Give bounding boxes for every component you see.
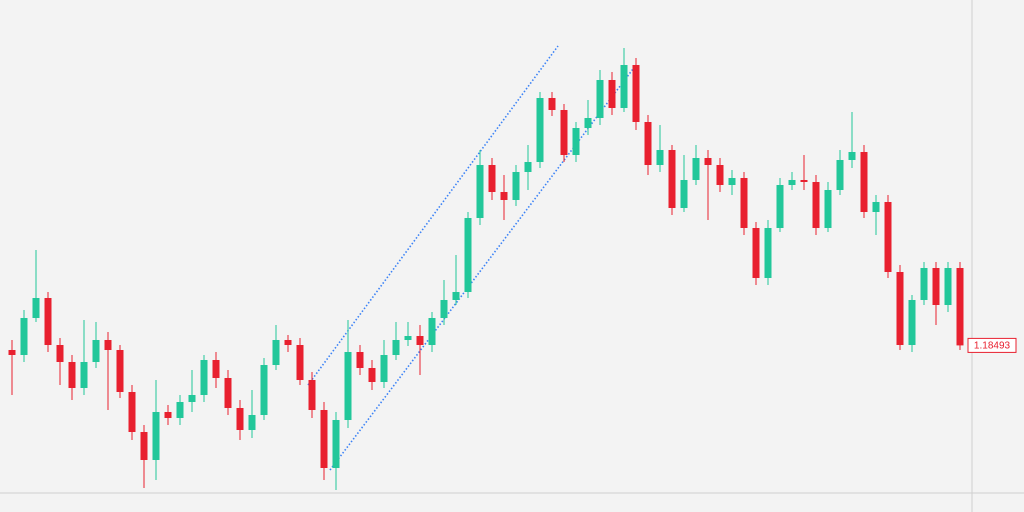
candle-body xyxy=(824,190,832,228)
candles xyxy=(8,48,964,490)
candle-body xyxy=(152,412,160,460)
candle-body xyxy=(584,118,592,128)
candle-body xyxy=(464,218,472,292)
candle-body xyxy=(752,228,760,278)
candle-body xyxy=(8,350,16,355)
candle-body xyxy=(416,336,424,345)
candle-body xyxy=(44,298,52,345)
candle-body xyxy=(80,362,88,388)
candle-body xyxy=(32,298,40,318)
candle-body xyxy=(176,402,184,418)
candle-body xyxy=(728,178,736,185)
candle-body xyxy=(680,180,688,208)
candle-body xyxy=(392,340,400,355)
candle-body xyxy=(908,300,916,345)
candle-body xyxy=(344,352,352,420)
candle-body xyxy=(356,352,364,368)
candle-body xyxy=(740,178,748,228)
candle-body xyxy=(284,340,292,345)
candle-body xyxy=(56,345,64,362)
candle-body xyxy=(452,292,460,300)
candle-body xyxy=(524,162,532,172)
candle-body xyxy=(140,432,148,460)
candle-body xyxy=(128,392,136,432)
candle-body xyxy=(668,150,676,208)
candle-body xyxy=(428,318,436,345)
candle-body xyxy=(872,202,880,212)
candle-body xyxy=(848,152,856,160)
candle-body xyxy=(248,415,256,430)
candle-body xyxy=(620,65,628,108)
candle-body xyxy=(320,410,328,468)
candle-body xyxy=(932,268,940,305)
candle-body xyxy=(896,272,904,345)
candle-body xyxy=(476,165,484,218)
candle-body xyxy=(236,408,244,430)
candle-body xyxy=(812,182,820,228)
candle-body xyxy=(920,268,928,300)
candle-body xyxy=(332,420,340,468)
candle-body xyxy=(380,355,388,382)
candle-body xyxy=(296,345,304,380)
candle-body xyxy=(716,165,724,185)
candle-body xyxy=(404,336,412,340)
candle-body xyxy=(200,360,208,395)
candle-body xyxy=(776,185,784,228)
candle-body xyxy=(188,395,196,402)
candle-body xyxy=(20,318,28,355)
channel-lower xyxy=(329,64,637,471)
candle-body xyxy=(92,340,100,362)
channel-upper xyxy=(307,45,559,386)
candle-body xyxy=(512,172,520,200)
candle-body xyxy=(212,360,220,378)
candle-body xyxy=(548,98,556,110)
price-label-box xyxy=(967,337,1017,353)
candle-body xyxy=(692,158,700,180)
candle-body xyxy=(788,180,796,185)
candle-body xyxy=(596,80,604,118)
candle-body xyxy=(944,268,952,305)
candle-body xyxy=(224,378,232,408)
candle-body xyxy=(704,158,712,165)
candle-body xyxy=(104,340,112,350)
candle-body xyxy=(860,152,868,212)
candle-body xyxy=(608,80,616,108)
candle-body xyxy=(800,180,808,182)
candle-body xyxy=(440,300,448,318)
candle-body xyxy=(656,150,664,165)
candle-body xyxy=(272,340,280,365)
candle-body xyxy=(164,412,172,418)
candle-body xyxy=(536,98,544,162)
candle-body xyxy=(836,160,844,190)
candle-body xyxy=(956,268,964,346)
candle-body xyxy=(560,110,568,155)
candle-body xyxy=(368,368,376,382)
candle-body xyxy=(68,362,76,388)
candle-body xyxy=(632,65,640,122)
candle-body xyxy=(764,228,772,278)
candle-body xyxy=(488,165,496,192)
candle-body xyxy=(884,202,892,272)
candle-body xyxy=(572,128,580,155)
price-label: 1.18493 xyxy=(974,341,1011,352)
candle-body xyxy=(644,122,652,165)
candle-body xyxy=(116,350,124,392)
candle-body xyxy=(500,192,508,200)
candle-body xyxy=(260,365,268,415)
candle-body xyxy=(308,380,316,410)
